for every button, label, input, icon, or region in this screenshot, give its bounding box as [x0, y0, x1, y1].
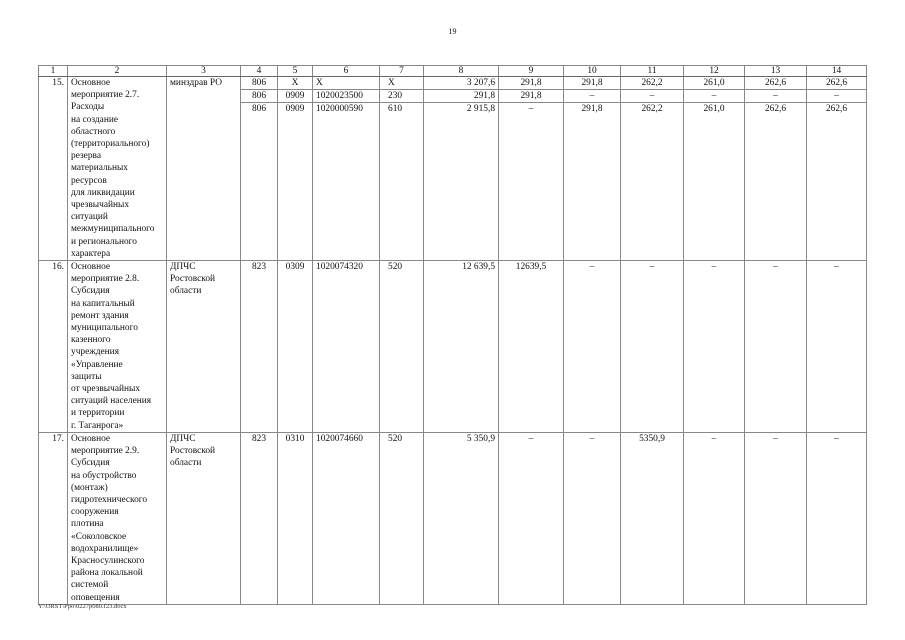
- column-header: 10: [563, 65, 621, 77]
- table-cell: –: [563, 89, 621, 104]
- table-cell: 261,0: [683, 75, 745, 91]
- activity-name: Основное мероприятие 2.8. Субсидия на ка…: [67, 260, 167, 433]
- table-cell: 0909: [277, 89, 313, 104]
- table-cell: 1020023500: [312, 89, 380, 104]
- table-cell: 5350,9: [620, 431, 684, 605]
- table-cell: 262,6: [806, 102, 867, 262]
- table-row: 806 0909 1020000590 610 2 915,8–291,8 262,2 26…: [39, 102, 867, 262]
- table-cell: 1020074660: [312, 431, 380, 605]
- table-cell: –: [806, 260, 867, 433]
- table-cell: –: [498, 431, 564, 605]
- table-row: 17. Основное мероприятие 2.9. Субсидия на…: [38, 431, 867, 605]
- table-cell: 262,6: [806, 75, 867, 91]
- column-header: 14: [806, 65, 867, 77]
- table-cell: 0310: [277, 431, 313, 605]
- column-header: 5: [277, 65, 313, 77]
- row-number: 15.: [38, 75, 68, 262]
- table-cell: –: [563, 431, 621, 605]
- activity-name: Основное мероприятие 2.7. Расходы на соз…: [67, 75, 167, 262]
- column-header: 11: [620, 65, 684, 77]
- table-cell: 823: [240, 260, 278, 433]
- table-cell: 806: [240, 102, 278, 262]
- table-cell: 262,6: [744, 75, 807, 91]
- table-cell: 610: [379, 102, 424, 262]
- table-cell: –: [806, 89, 867, 104]
- table-cell: 1020074320: [312, 260, 380, 433]
- table-cell: 806: [240, 75, 278, 91]
- table-cell: 12 639,5: [423, 260, 499, 433]
- executor: минздрав РО: [166, 75, 241, 262]
- executor: ДПЧС Ростовской области: [166, 431, 241, 605]
- table-cell: Х: [379, 75, 424, 91]
- column-header: 8: [423, 65, 499, 77]
- table-cell: 291,8: [423, 89, 499, 104]
- table-cell: –: [683, 89, 745, 104]
- table-cell: –: [620, 260, 684, 433]
- table-cell: 5 350,9: [423, 431, 499, 605]
- table-cell: Х: [312, 75, 380, 91]
- table-cell: –: [744, 431, 807, 605]
- table-cell: 230: [379, 89, 424, 104]
- column-header: 4: [240, 65, 278, 77]
- table-cell: 262,2: [620, 75, 684, 91]
- column-header: 13: [744, 65, 807, 77]
- table-cell: –: [498, 102, 564, 262]
- table-cell: 291,8: [498, 89, 564, 104]
- table-cell: 262,2: [620, 102, 684, 262]
- table-cell: 806: [240, 89, 278, 104]
- table-cell: –: [683, 260, 745, 433]
- row-number: 16.: [38, 260, 68, 433]
- table-cell: 291,8: [563, 102, 621, 262]
- budget-table: 1 2 3 4 5 6 7 8 9 10 11 12 13 14 15. Основное мероприя…: [38, 65, 867, 605]
- table-cell: Х: [277, 75, 313, 91]
- executor: ДПЧС Ростовской области: [166, 260, 241, 433]
- table-cell: 291,8: [563, 75, 621, 91]
- column-header: 3: [166, 65, 241, 77]
- table-row: 15. Основное мероприятие 2.7. Расходы на …: [38, 75, 867, 262]
- column-header: 12: [683, 65, 745, 77]
- table-cell: 3 207,6: [423, 75, 499, 91]
- table-cell: –: [683, 431, 745, 605]
- header-row: 1 2 3 4 5 6 7 8 9 10 11 12 13 14: [38, 65, 867, 77]
- file-path-footer: Y:\ORST\Ppo\0227p080.f23.docx: [38, 603, 127, 610]
- table-cell: 2 915,8: [423, 102, 499, 262]
- row-number: 17.: [38, 431, 68, 605]
- table-cell: 520: [379, 431, 424, 605]
- column-header: 2: [67, 65, 167, 77]
- table-cell: –: [744, 260, 807, 433]
- table-cell: –: [806, 431, 867, 605]
- table-cell: 291,8: [498, 75, 564, 91]
- activity-name: Основное мероприятие 2.9. Субсидия на об…: [67, 431, 167, 605]
- table-cell: 823: [240, 431, 278, 605]
- table-cell: –: [620, 89, 684, 104]
- table-row: 806 0909 1020023500 230 291,8 291,8– – – – –: [39, 89, 867, 104]
- table-cell: 1020000590: [312, 102, 380, 262]
- table-cell: 0909: [277, 102, 313, 262]
- page-number: 19: [448, 27, 457, 36]
- table-cell: 262,6: [744, 102, 807, 262]
- column-header: 1: [38, 65, 68, 77]
- table-cell: 520: [379, 260, 424, 433]
- table-cell: –: [744, 89, 807, 104]
- table-cell: –: [563, 260, 621, 433]
- column-header: 7: [379, 65, 424, 77]
- column-header: 6: [312, 65, 380, 77]
- column-header: 9: [498, 65, 564, 77]
- table-row: 16. Основное мероприятие 2.8. Субсидия на…: [38, 260, 867, 433]
- table-cell: 261,0: [683, 102, 745, 262]
- table-cell: 0309: [277, 260, 313, 433]
- table-cell: 12639,5: [498, 260, 564, 433]
